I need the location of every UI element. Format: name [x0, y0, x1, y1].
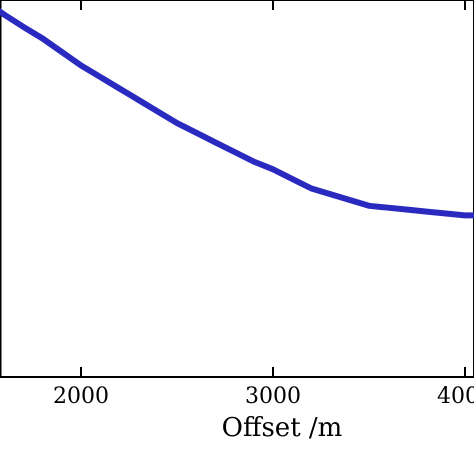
- x-tick-label-4000: 4000: [437, 384, 474, 409]
- x-ticks: 2000 3000 4000: [53, 0, 474, 409]
- x-tick-label-2000: 2000: [53, 384, 109, 409]
- x-axis-title: Offset /m: [222, 413, 343, 443]
- x-tick-label-3000: 3000: [245, 384, 301, 409]
- series-line-0: [0, 8, 474, 219]
- series-layer: [0, 8, 474, 219]
- plot-frame: [0, 0, 474, 378]
